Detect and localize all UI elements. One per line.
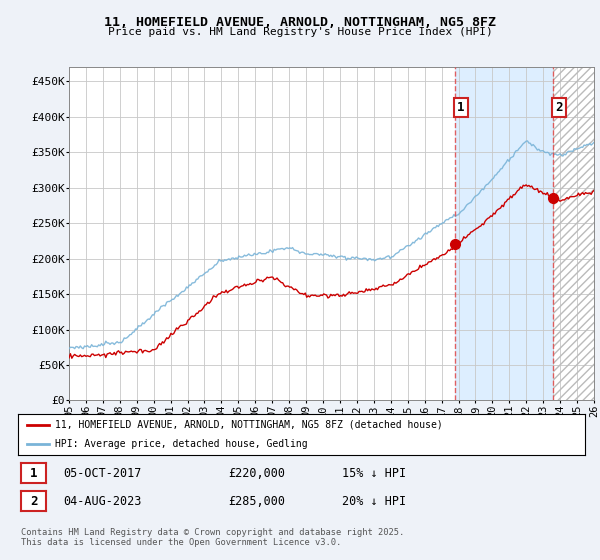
Bar bbox=[455, 67, 553, 400]
Bar bbox=[553, 67, 594, 400]
Text: 2: 2 bbox=[556, 101, 563, 114]
Bar bbox=[553, 67, 594, 400]
Text: 15% ↓ HPI: 15% ↓ HPI bbox=[342, 466, 406, 480]
Text: HPI: Average price, detached house, Gedling: HPI: Average price, detached house, Gedl… bbox=[55, 439, 307, 449]
Text: 20% ↓ HPI: 20% ↓ HPI bbox=[342, 494, 406, 508]
Text: 11, HOMEFIELD AVENUE, ARNOLD, NOTTINGHAM, NG5 8FZ (detached house): 11, HOMEFIELD AVENUE, ARNOLD, NOTTINGHAM… bbox=[55, 420, 443, 430]
Text: 1: 1 bbox=[457, 101, 465, 114]
Text: Price paid vs. HM Land Registry's House Price Index (HPI): Price paid vs. HM Land Registry's House … bbox=[107, 27, 493, 37]
Text: Contains HM Land Registry data © Crown copyright and database right 2025.
This d: Contains HM Land Registry data © Crown c… bbox=[21, 528, 404, 547]
Text: 2: 2 bbox=[30, 494, 37, 508]
Text: 04-AUG-2023: 04-AUG-2023 bbox=[63, 494, 142, 508]
Text: £285,000: £285,000 bbox=[228, 494, 285, 508]
Text: 05-OCT-2017: 05-OCT-2017 bbox=[63, 466, 142, 480]
Text: 1: 1 bbox=[30, 466, 37, 480]
Text: 11, HOMEFIELD AVENUE, ARNOLD, NOTTINGHAM, NG5 8FZ: 11, HOMEFIELD AVENUE, ARNOLD, NOTTINGHAM… bbox=[104, 16, 496, 29]
Text: £220,000: £220,000 bbox=[228, 466, 285, 480]
